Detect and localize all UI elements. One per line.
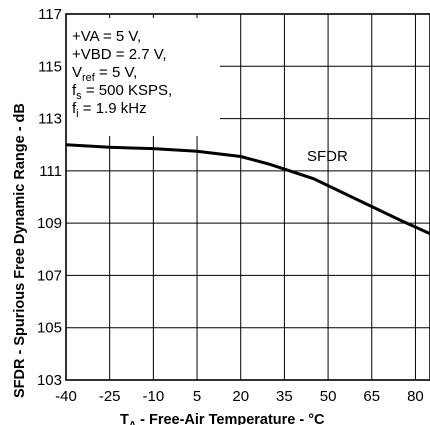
x-tick-label: 5 [193,388,201,405]
y-tick-label: 109 [37,215,62,232]
y-tick-label: 107 [37,267,62,284]
plot-frame [65,13,430,381]
x-axis-title: TA - Free-Air Temperature - °C [120,412,325,425]
x-tick-label: 50 [320,388,337,405]
y-tick-label: 117 [38,6,62,23]
y-tick-label: 115 [38,58,62,75]
x-tick-label: 35 [276,388,293,405]
annotation-text: +VA = 5 V, +VBD = 2.7 V, Vref = 5 V, fs = 5… [72,28,172,120]
y-tick-label: 111 [39,163,62,180]
y-axis-title: SFDR - Spurious Free Dynamic Range - dB [12,103,28,398]
x-tick-labels: -40 -25 -10 5 20 35 50 65 80 [55,388,424,405]
y-tick-label: 113 [38,111,62,128]
annotation-box: +VA = 5 V, +VBD = 2.7 V, Vref = 5 V, fs = 5… [62,18,220,136]
series-label-sfdr: SFDR [307,148,348,165]
y-tick-label: 105 [37,320,62,337]
y-tick-label: 103 [37,372,62,389]
annotation-background [62,18,220,136]
x-tick-label: -10 [143,388,165,405]
series-line-sfdr [65,143,430,235]
x-tick-label: 65 [363,388,380,405]
x-tick-label: 20 [232,388,249,405]
y-tick-labels: 103 105 107 109 111 113 115 117 [37,6,62,389]
x-tick-label: 80 [407,388,424,405]
x-tick-label: -40 [55,388,77,405]
x-tick-label: -25 [99,388,121,405]
